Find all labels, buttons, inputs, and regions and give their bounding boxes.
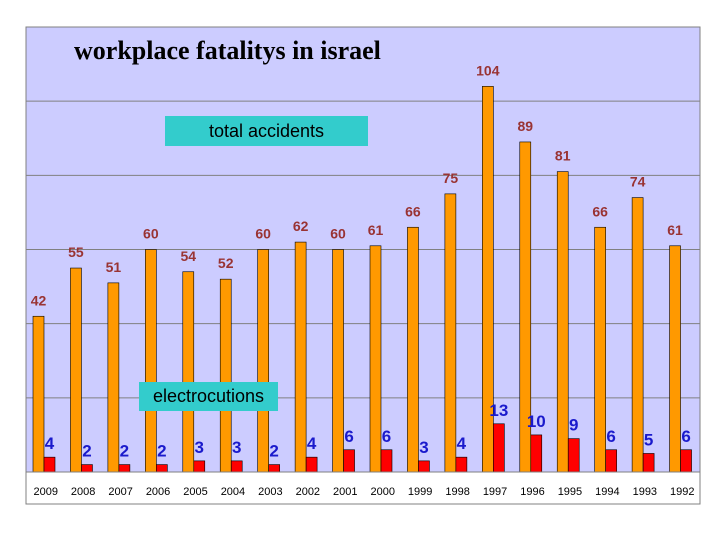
bar-total-1995 [556,171,569,473]
bar-electrocutions-2008 [81,464,93,473]
x-tick-2005: 2005 [183,486,207,498]
x-tick-2001: 2001 [333,486,357,498]
label-total-1992: 61 [667,222,683,238]
bar-electrocutions-2009 [43,456,56,473]
x-tick-labels: 2009 2008 2007 2006 2005 2004 2003 2002 2001 2000… [33,486,694,498]
bar-electrocutions-1996 [530,434,543,473]
bar-total-2000 [369,245,382,473]
label-electrocutions-1994: 6 [606,427,615,446]
label-electrocutions-2004: 3 [232,438,241,457]
label-electrocutions-2006: 2 [157,442,166,461]
x-tick-2009: 2009 [33,486,57,498]
label-electrocutions-2001: 6 [344,427,353,446]
label-total-2008: 55 [68,244,84,260]
x-tick-2002: 2002 [296,486,320,498]
bar-electrocutions-2003 [268,464,280,473]
label-total-1994: 66 [592,203,608,219]
bar-total-2006 [145,249,157,473]
bar-total-2001 [332,249,344,473]
bar-total-2008 [70,267,82,473]
x-tick-2006: 2006 [146,486,170,498]
bar-electrocutions-1997 [493,423,505,473]
x-tick-2007: 2007 [108,486,132,498]
label-electrocutions-1993: 5 [644,430,653,449]
x-tick-1995: 1995 [558,486,582,498]
label-electrocutions-1996: 10 [527,412,546,431]
bar-electrocutions-1993 [642,453,655,473]
bar-electrocutions-1994 [605,449,617,473]
legend-total-accidents: total accidents [165,116,368,146]
bar-total-1994 [594,226,606,473]
label-electrocutions-2009: 4 [45,434,55,453]
label-total-1996: 89 [517,118,533,134]
bar-electrocutions-1999 [418,460,430,473]
label-total-2006: 60 [143,226,159,242]
label-total-2002: 62 [293,218,309,234]
label-electrocutions-2007: 2 [120,442,129,461]
bar-total-2004 [219,278,232,473]
bar-total-1998 [444,193,457,473]
label-total-1998: 75 [443,170,459,186]
x-tick-1997: 1997 [483,486,507,498]
bar-electrocutions-2001 [343,449,355,473]
label-total-1993: 74 [630,174,646,190]
label-electrocutions-2003: 2 [269,442,278,461]
gridlines [26,100,700,399]
category-axis-box [25,471,701,505]
bar-total-2005 [182,271,195,473]
x-tick-1994: 1994 [595,486,619,498]
data-labels: 4245525126025435236026246066166637541041… [31,62,691,460]
bar-total-2007 [107,282,120,473]
label-total-2009: 42 [31,292,47,308]
label-electrocutions-2008: 2 [82,442,91,461]
label-electrocutions-2002: 4 [307,434,317,453]
label-total-2004: 52 [218,255,234,271]
label-electrocutions-1992: 6 [681,427,690,446]
bar-electrocutions-1992 [680,449,692,473]
label-electrocutions-1998: 4 [457,434,467,453]
label-electrocutions-1997: 13 [489,401,508,420]
x-tick-1996: 1996 [520,486,544,498]
x-tick-2003: 2003 [258,486,282,498]
x-tick-2008: 2008 [71,486,95,498]
label-electrocutions-2000: 6 [382,427,391,446]
x-tick-2004: 2004 [221,486,245,498]
bar-electrocutions-2005 [193,460,206,473]
x-tick-1999: 1999 [408,486,432,498]
bar-electrocutions-2000 [380,449,393,473]
bar-total-2003 [257,249,269,473]
bar-electrocutions-1998 [455,456,468,473]
bars [32,86,692,473]
label-total-1997: 104 [476,62,500,78]
label-total-1999: 66 [405,203,421,219]
label-total-2007: 51 [106,259,122,275]
label-electrocutions-1999: 3 [419,438,428,457]
legend-electrocutions: electrocutions [139,382,278,411]
bar-electrocutions-2006 [156,464,168,473]
bar-total-1993 [631,197,644,473]
label-electrocutions-1995: 9 [569,416,578,435]
label-total-1995: 81 [555,148,571,164]
bar-total-2002 [294,241,307,473]
label-electrocutions-2005: 3 [195,438,204,457]
bar-electrocutions-2004 [230,460,243,473]
label-total-2005: 54 [180,248,196,264]
bar-electrocutions-2002 [305,456,318,473]
x-tick-1992: 1992 [670,486,694,498]
bar-total-1999 [407,226,419,473]
bar-total-1992 [669,245,681,473]
label-total-2003: 60 [255,226,271,242]
bar-electrocutions-1995 [567,438,580,473]
x-tick-1998: 1998 [445,486,469,498]
bar-total-2009 [32,315,45,473]
label-total-2000: 61 [368,222,384,238]
bar-electrocutions-2007 [118,464,131,473]
x-tick-1993: 1993 [633,486,657,498]
chart-title: workplace fatalitys in israel [74,36,381,65]
x-tick-2000: 2000 [370,486,394,498]
label-total-2001: 60 [330,226,346,242]
